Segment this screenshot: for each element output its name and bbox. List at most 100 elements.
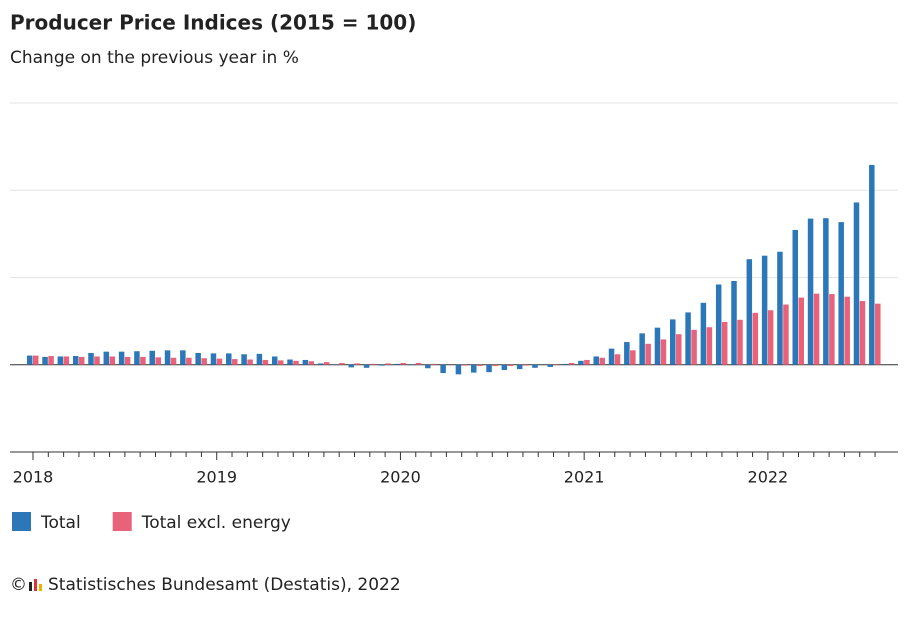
bar bbox=[318, 363, 324, 364]
bar bbox=[226, 353, 232, 364]
bar bbox=[569, 363, 575, 365]
bar bbox=[747, 259, 753, 365]
bar bbox=[324, 362, 330, 365]
legend-swatch bbox=[113, 512, 132, 531]
bar bbox=[823, 218, 829, 365]
bar bbox=[195, 353, 201, 365]
bar bbox=[125, 357, 131, 365]
bar bbox=[578, 361, 584, 365]
logo bbox=[29, 579, 42, 591]
bar bbox=[88, 353, 94, 365]
bar bbox=[149, 351, 155, 365]
bar bbox=[685, 312, 691, 364]
bar bbox=[477, 365, 483, 366]
bar bbox=[655, 328, 661, 365]
bar bbox=[502, 365, 508, 370]
bar bbox=[615, 354, 621, 364]
bar bbox=[64, 356, 69, 364]
bar bbox=[777, 252, 783, 365]
bar bbox=[492, 365, 498, 366]
bar bbox=[431, 364, 437, 365]
bar bbox=[762, 256, 768, 365]
bar bbox=[48, 356, 54, 365]
bar bbox=[385, 363, 391, 364]
bar bbox=[104, 352, 110, 365]
bar bbox=[394, 364, 400, 365]
bar bbox=[425, 365, 431, 368]
bar bbox=[814, 294, 820, 365]
bar bbox=[523, 365, 529, 366]
bar bbox=[355, 363, 361, 364]
bar bbox=[379, 365, 385, 366]
bar bbox=[793, 230, 799, 365]
legend-label: Total excl. energy bbox=[141, 513, 291, 533]
bar bbox=[370, 364, 376, 365]
bar bbox=[180, 350, 186, 364]
bar bbox=[339, 363, 345, 365]
bar bbox=[508, 365, 514, 366]
bar bbox=[416, 363, 422, 365]
bar bbox=[707, 327, 713, 365]
x-tick-label: 2021 bbox=[564, 468, 605, 487]
bar bbox=[875, 304, 881, 365]
bar bbox=[462, 365, 468, 366]
bar bbox=[303, 360, 309, 365]
bar bbox=[155, 357, 161, 364]
bar bbox=[486, 365, 492, 372]
bar bbox=[722, 322, 728, 365]
bar bbox=[247, 360, 253, 365]
bar bbox=[808, 219, 814, 365]
x-tick-label: 2020 bbox=[380, 468, 421, 487]
x-tick-label: 2022 bbox=[748, 468, 789, 487]
bar bbox=[456, 365, 462, 375]
bar bbox=[287, 360, 293, 365]
bar bbox=[860, 301, 866, 365]
bar bbox=[661, 339, 667, 364]
x-tick-label: 2019 bbox=[196, 468, 237, 487]
bar bbox=[517, 365, 523, 369]
bar bbox=[364, 365, 370, 368]
bar bbox=[272, 356, 278, 364]
bar bbox=[639, 333, 645, 364]
bar bbox=[593, 356, 599, 364]
bar bbox=[278, 360, 284, 364]
bar bbox=[110, 356, 116, 364]
bar bbox=[844, 297, 850, 365]
bar bbox=[783, 305, 789, 365]
bar bbox=[645, 344, 651, 365]
bar bbox=[171, 358, 177, 365]
bar bbox=[731, 281, 737, 365]
bar bbox=[400, 363, 406, 365]
bar bbox=[263, 360, 269, 365]
bar bbox=[609, 349, 615, 365]
bar bbox=[27, 356, 33, 365]
bar bbox=[676, 334, 682, 365]
bar bbox=[33, 356, 39, 365]
bar bbox=[211, 353, 217, 364]
source: Statistisches Bundesamt (Destatis), 2022 bbox=[48, 575, 401, 595]
bar bbox=[584, 360, 590, 365]
bar bbox=[737, 320, 743, 365]
bar bbox=[293, 361, 299, 365]
bar bbox=[701, 303, 707, 365]
bar bbox=[838, 222, 844, 365]
bar bbox=[563, 364, 569, 365]
bar bbox=[599, 358, 605, 365]
bar bbox=[257, 354, 263, 365]
bar bbox=[716, 284, 722, 364]
bar bbox=[201, 358, 207, 365]
bar bbox=[73, 356, 79, 365]
bar bbox=[670, 319, 676, 364]
bar bbox=[799, 298, 805, 365]
bar bbox=[532, 365, 538, 368]
bar bbox=[140, 357, 146, 365]
bar bbox=[186, 358, 192, 365]
legend-swatch bbox=[12, 512, 31, 531]
bar bbox=[79, 357, 85, 365]
bar bbox=[471, 365, 477, 373]
bar bbox=[548, 365, 554, 367]
bar bbox=[58, 356, 64, 364]
bar bbox=[768, 310, 774, 365]
bar bbox=[232, 359, 238, 365]
